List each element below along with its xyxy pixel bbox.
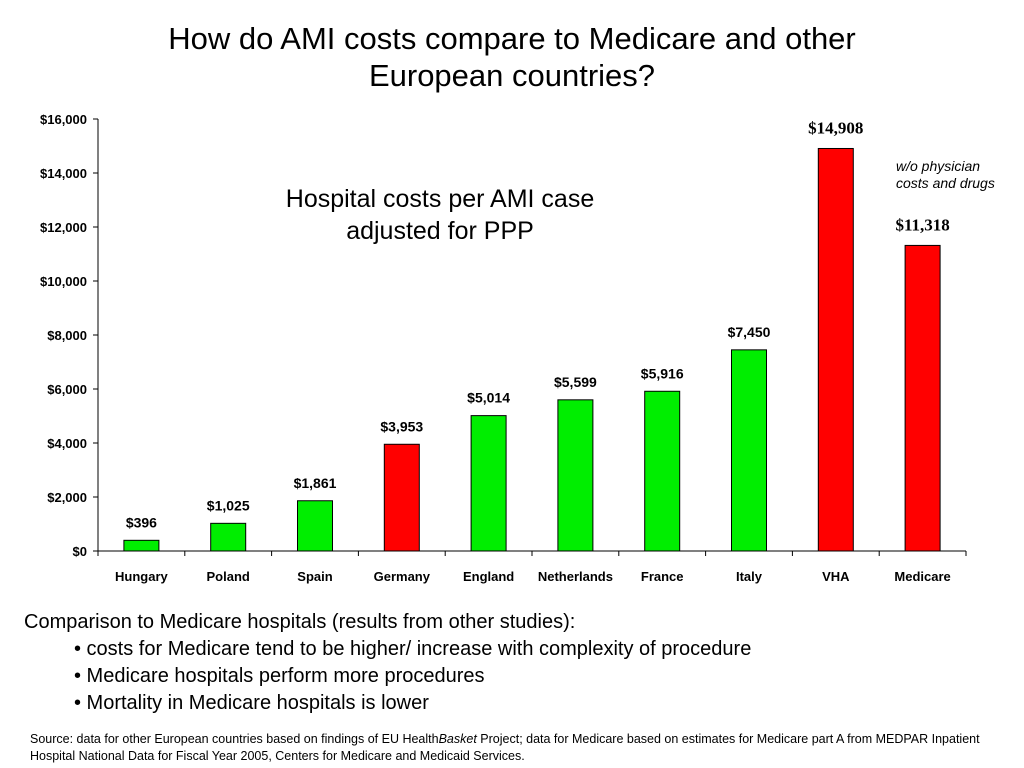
data-label: $14,908: [808, 118, 863, 137]
source-text-italic: Basket: [438, 732, 477, 746]
category-label: Germany: [374, 569, 431, 584]
data-label: $1,861: [294, 475, 337, 491]
title-line-2: European countries?: [368, 58, 656, 93]
bar-spain: [297, 500, 333, 552]
y-tick-label: $16,000: [40, 112, 87, 127]
y-tick-label: $6,000: [47, 382, 87, 397]
y-tick-label: $14,000: [40, 166, 87, 181]
page-title: How do AMI costs compare to Medicare and…: [0, 20, 1024, 94]
data-label: $11,318: [895, 215, 949, 234]
data-label: $1,025: [207, 497, 250, 513]
bar-england: [470, 415, 507, 552]
comparison-section: Comparison to Medicare hospitals (result…: [24, 609, 1004, 717]
source-text-2: Project; data for Medicare based on esti…: [30, 732, 980, 763]
bar-hungary: [123, 539, 160, 552]
comparison-heading: Comparison to Medicare hospitals (result…: [24, 611, 576, 633]
data-label: $5,014: [467, 390, 510, 406]
bar-medicare: [904, 244, 941, 552]
bar-vha: [817, 147, 854, 552]
chart-subtitle-line-2: adjusted for PPP: [346, 217, 534, 245]
category-label: Poland: [207, 569, 250, 584]
bar-germany: [383, 443, 420, 552]
data-label: $5,916: [641, 365, 684, 381]
comparison-bullet: • Mortality in Medicare hospitals is low…: [74, 692, 429, 714]
chart-subtitle: Hospital costs per AMI case adjusted for…: [230, 183, 650, 247]
source-note: Source: data for other European countrie…: [30, 731, 1010, 765]
title-line-1: How do AMI costs compare to Medicare and…: [168, 21, 856, 56]
bar-poland: [210, 522, 247, 552]
y-tick-label: $0: [73, 544, 87, 559]
y-tick-label: $4,000: [47, 436, 87, 451]
bar-italy: [731, 349, 767, 552]
data-label: $396: [126, 514, 157, 530]
data-label: $7,450: [728, 324, 771, 340]
category-label: Medicare: [894, 569, 950, 584]
category-label: France: [641, 569, 684, 584]
bar-netherlands: [557, 399, 594, 552]
category-label: VHA: [822, 569, 850, 584]
y-tick-label: $2,000: [47, 490, 87, 505]
source-text-1: Source: data for other European countrie…: [30, 732, 439, 746]
bar-chart: $0 $2,000 $4,000 $6,000 $8,000 $10,000 $12,000…: [40, 112, 967, 584]
category-label: Italy: [736, 569, 763, 584]
comparison-bullet: • Medicare hospitals perform more proced…: [74, 665, 485, 687]
category-label: England: [463, 569, 514, 584]
data-label: $3,953: [380, 418, 423, 434]
chart-annotation: w/o physician costs and drugs: [896, 158, 995, 191]
comparison-bullet: • costs for Medicare tend to be higher/ …: [74, 638, 752, 660]
category-label: Netherlands: [538, 569, 613, 584]
category-label: Hungary: [115, 569, 169, 584]
data-label: $5,599: [554, 374, 597, 390]
y-tick-label: $12,000: [40, 220, 87, 235]
y-tick-label: $8,000: [47, 328, 87, 343]
bar-france: [644, 390, 681, 552]
y-tick-label: $10,000: [40, 274, 87, 289]
category-label: Spain: [297, 569, 332, 584]
chart-subtitle-line-1: Hospital costs per AMI case: [285, 185, 595, 213]
